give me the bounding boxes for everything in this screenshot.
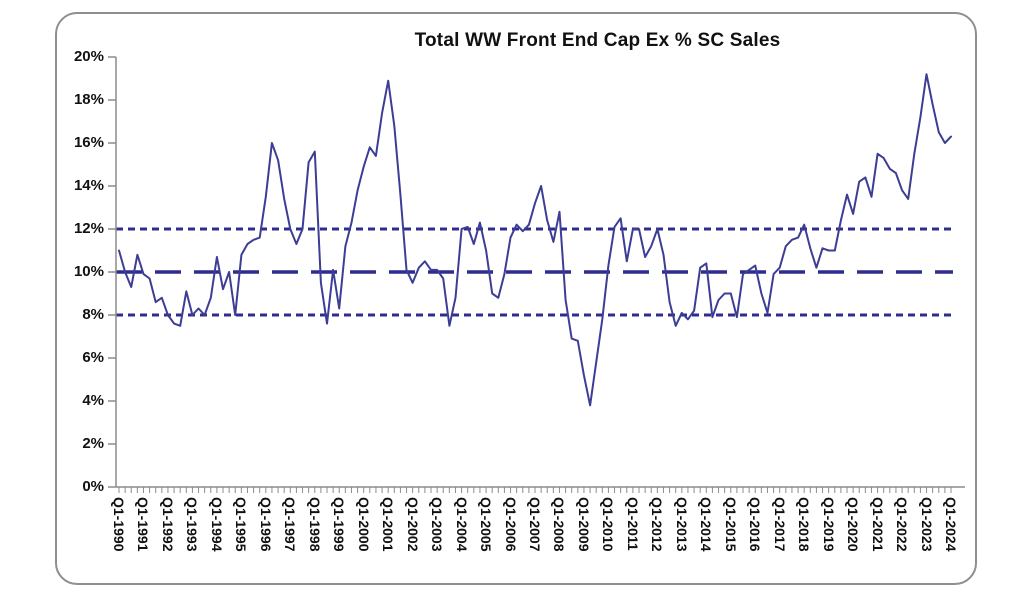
chart-title: Total WW Front End Cap Ex % SC Sales (414, 30, 781, 51)
capex-percent-sales-line (118, 73, 952, 407)
chart-card: Total WW Front End Cap Ex % SC Sales (55, 12, 977, 585)
